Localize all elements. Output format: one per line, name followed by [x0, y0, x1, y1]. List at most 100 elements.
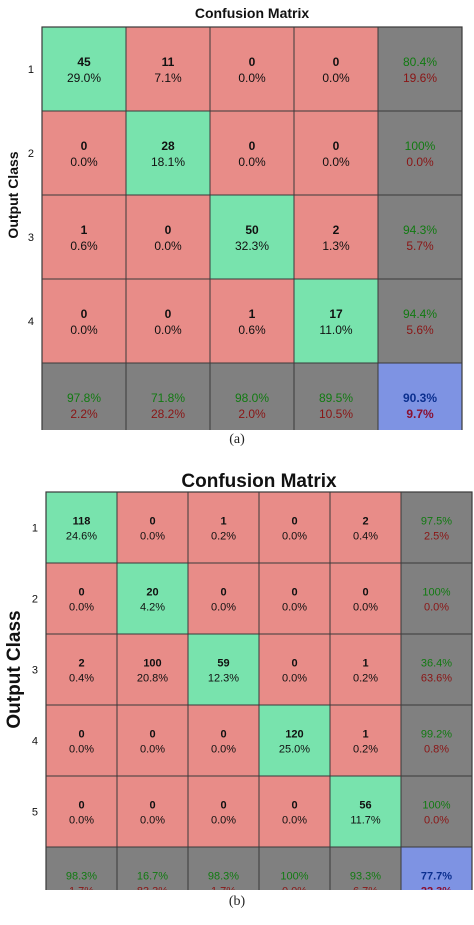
matrix-cell — [187, 704, 260, 777]
matrix-cell-bottom-label: 0.0% — [282, 531, 307, 543]
matrix-cell-top-label: 0 — [81, 139, 88, 153]
matrix-cell — [116, 775, 189, 848]
row-summary-cell — [400, 633, 473, 706]
matrix-cell — [293, 278, 379, 364]
row-summary-cell-top-label: 100% — [422, 587, 450, 599]
matrix-cell-bottom-label: 18.1% — [151, 155, 185, 169]
row-summary-cell-bottom-label: 2.5% — [424, 531, 449, 543]
matrix-cell-top-label: 0 — [249, 139, 256, 153]
column-summary-cell-top-label: 16.7% — [137, 871, 168, 883]
matrix-cell-bottom-label: 0.0% — [211, 602, 236, 614]
matrix-cell-bottom-label: 0.6% — [70, 239, 98, 253]
matrix-cell-top-label: 0 — [291, 800, 297, 812]
matrix-cell — [125, 194, 211, 280]
column-summary-cell-top-label: 97.8% — [67, 391, 101, 405]
matrix-cell — [329, 562, 402, 635]
matrix-cell-bottom-label: 0.4% — [69, 673, 94, 685]
row-summary-cell — [377, 26, 463, 112]
matrix-cell-bottom-label: 0.0% — [282, 602, 307, 614]
matrix-cell-bottom-label: 24.6% — [66, 531, 97, 543]
matrix-cell — [329, 704, 402, 777]
row-summary-cell-top-label: 100% — [405, 139, 436, 153]
matrix-cell — [116, 562, 189, 635]
column-summary-cell — [329, 846, 402, 919]
matrix-cell — [116, 633, 189, 706]
matrix-cell-top-label: 0 — [220, 800, 226, 812]
matrix-cell-bottom-label: 0.0% — [282, 673, 307, 685]
matrix-cell-top-label: 0 — [149, 729, 155, 741]
y-axis-label: Output Class — [5, 151, 21, 238]
column-summary-cell-bottom-label: 1.7% — [69, 886, 94, 891]
matrix-cell — [258, 562, 331, 635]
row-summary-cell-bottom-label: 0.8% — [424, 744, 449, 756]
matrix-cell-bottom-label: 25.0% — [279, 744, 310, 756]
overall-accuracy-cell-top-label: 77.7% — [421, 871, 452, 883]
matrix-cell-bottom-label: 0.0% — [211, 744, 236, 756]
matrix-cell-bottom-label: 0.2% — [353, 744, 378, 756]
matrix-cell-bottom-label: 0.2% — [353, 673, 378, 685]
matrix-cell — [329, 491, 402, 564]
y-tick-label: 4 — [28, 316, 34, 328]
overall-accuracy-cell — [400, 846, 473, 919]
matrix-cell-top-label: 0 — [249, 55, 256, 69]
matrix-cell — [209, 278, 295, 364]
row-summary-cell-top-label: 100% — [422, 800, 450, 812]
matrix-cell-top-label: 2 — [362, 516, 368, 528]
matrix-cell-bottom-label: 0.0% — [70, 323, 98, 337]
column-summary-cell-bottom-label: 28.2% — [151, 407, 185, 421]
column-summary-cell-top-label: 98.0% — [235, 391, 269, 405]
y-tick-label: 3 — [28, 232, 34, 244]
row-summary-cell — [400, 562, 473, 635]
matrix-cell-top-label: 0 — [78, 729, 84, 741]
matrix-cell-top-label: 1 — [81, 223, 88, 237]
matrix-cell-top-label: 17 — [329, 307, 343, 321]
row-summary-cell-top-label: 99.2% — [421, 729, 452, 741]
column-summary-cell-bottom-label: 0.0% — [282, 886, 307, 891]
matrix-cell-top-label: 0 — [291, 658, 297, 670]
matrix-cell-top-label: 0 — [165, 307, 172, 321]
y-axis-label: Output Class — [4, 610, 25, 728]
matrix-cell-top-label: 0 — [220, 729, 226, 741]
y-tick-label: 1 — [28, 64, 34, 76]
matrix-cell-top-label: 1 — [220, 516, 226, 528]
row-summary-cell-bottom-label: 19.6% — [403, 71, 437, 85]
row-summary-cell — [400, 491, 473, 564]
matrix-cell-top-label: 0 — [78, 800, 84, 812]
matrix-cell-bottom-label: 0.0% — [154, 239, 182, 253]
matrix-cell-top-label: 0 — [165, 223, 172, 237]
y-tick-label: 1 — [32, 523, 38, 535]
matrix-cell-top-label: 2 — [333, 223, 340, 237]
matrix-cell — [45, 491, 118, 564]
matrix-cell — [258, 491, 331, 564]
matrix-cell — [41, 194, 127, 280]
column-summary-cell-top-label: 98.3% — [208, 871, 239, 883]
matrix-cell-bottom-label: 29.0% — [67, 71, 101, 85]
chart-title: Confusion Matrix — [195, 5, 310, 21]
matrix-cell-top-label: 1 — [362, 729, 368, 741]
matrix-cell-top-label: 118 — [73, 516, 91, 528]
matrix-cell-top-label: 11 — [162, 55, 175, 69]
column-summary-cell-bottom-label: 2.2% — [70, 407, 98, 421]
row-summary-cell-top-label: 94.3% — [403, 223, 437, 237]
matrix-cell-bottom-label: 0.0% — [70, 155, 98, 169]
column-summary-cell-top-label: 98.3% — [66, 871, 97, 883]
matrix-cell — [209, 26, 295, 112]
matrix-cell-top-label: 0 — [333, 55, 340, 69]
y-tick-label: 3 — [32, 665, 38, 677]
matrix-cell-top-label: 20 — [146, 587, 158, 599]
matrix-cell — [258, 704, 331, 777]
matrix-cell — [209, 194, 295, 280]
overall-accuracy-cell-bottom-label: 22.3% — [421, 886, 452, 891]
row-summary-cell — [377, 278, 463, 364]
matrix-cell-top-label: 1 — [362, 658, 368, 670]
matrix-cell-top-label: 0 — [291, 587, 297, 599]
matrix-cell-bottom-label: 0.0% — [211, 815, 236, 827]
row-summary-cell-bottom-label: 63.6% — [421, 673, 452, 685]
matrix-cell-top-label: 45 — [77, 55, 91, 69]
matrix-cell-top-label: 100 — [143, 658, 161, 670]
matrix-cell-top-label: 0 — [149, 516, 155, 528]
matrix-cell-top-label: 28 — [161, 139, 175, 153]
column-summary-cell — [187, 846, 260, 919]
